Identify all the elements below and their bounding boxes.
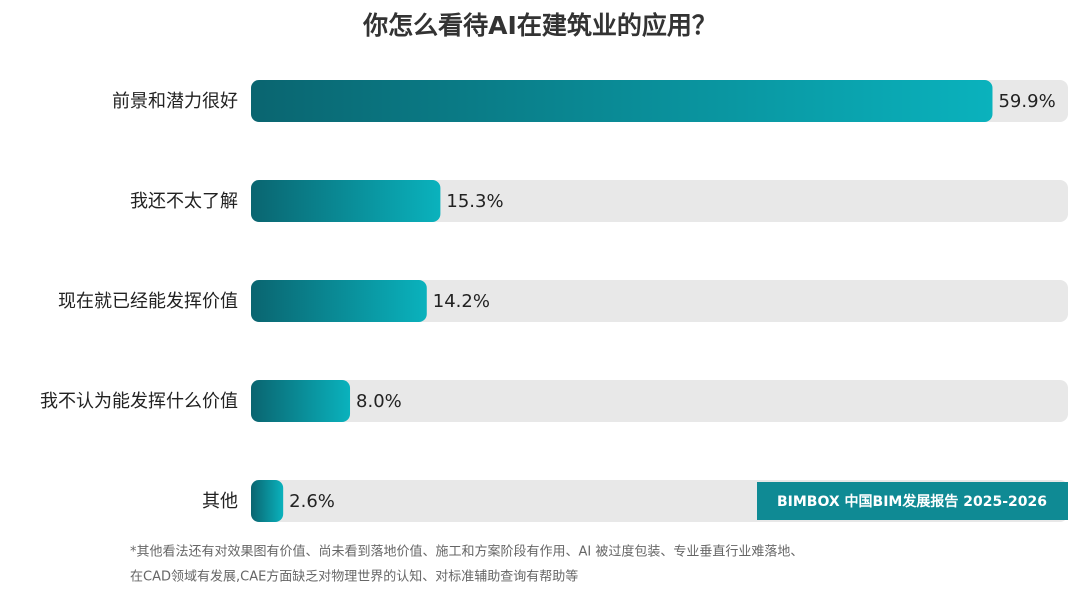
chart-title: 你怎么看待AI在建筑业的应用？ xyxy=(362,11,717,40)
value-label: 59.9% xyxy=(998,91,1055,112)
value-label: 15.3% xyxy=(446,191,503,212)
badge xyxy=(757,482,1068,520)
bar xyxy=(251,380,351,422)
category-label: 其他 xyxy=(202,491,238,512)
bar-track xyxy=(251,380,1068,422)
bar-track xyxy=(251,280,1068,322)
badge-text: BIMBOX 中国BIM发展报告 2025-2026 xyxy=(777,493,1047,510)
value-label: 14.2% xyxy=(433,291,490,312)
category-label: 我不认为能发挥什么价值 xyxy=(40,391,238,412)
category-label: 我还不太了解 xyxy=(130,191,238,212)
bar xyxy=(251,180,441,222)
bar xyxy=(251,480,284,522)
footnote: 在CAD领域有发展,CAE方面缺乏对物理世界的认知、对标准辅助查询有帮助等 xyxy=(130,569,578,585)
footnote: *其他看法还有对效果图有价值、尚未看到落地价值、施工和方案阶段有作用、AI 被过… xyxy=(130,544,803,560)
value-label: 8.0% xyxy=(356,391,402,412)
category-label: 前景和潜力很好 xyxy=(112,91,238,112)
bar-track xyxy=(251,180,1068,222)
bar xyxy=(251,80,993,122)
value-label: 2.6% xyxy=(289,491,335,512)
bar xyxy=(251,280,427,322)
category-label: 现在就已经能发挥价值 xyxy=(58,291,238,312)
